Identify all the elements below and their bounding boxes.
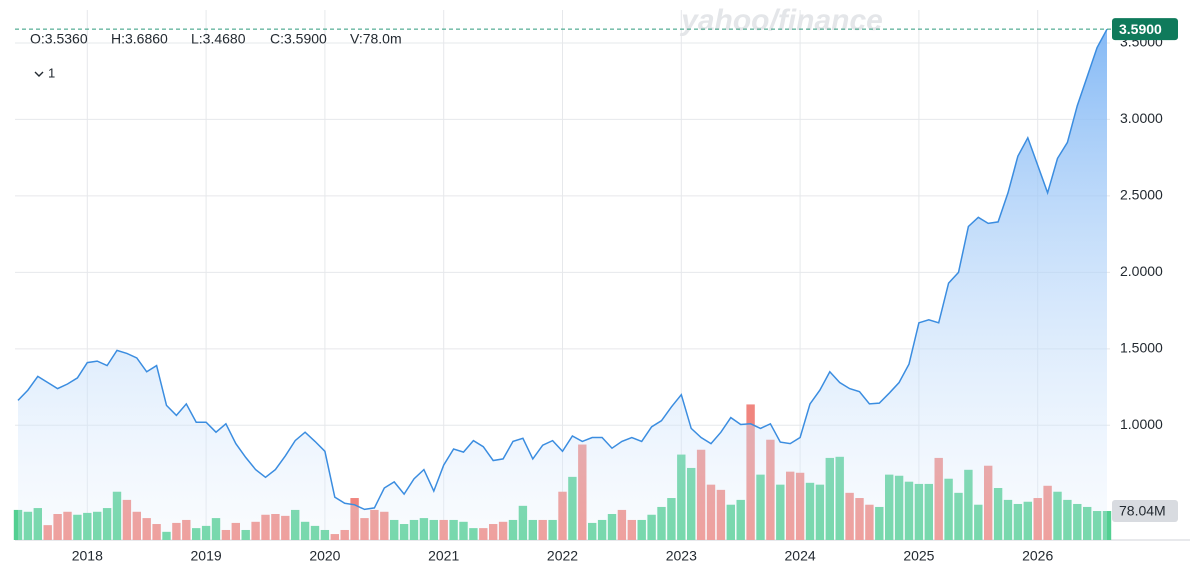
interval[interactable]: 1 — [48, 65, 55, 80]
y-tick-label: 3.0000 — [1120, 110, 1163, 126]
last-price-badge — [1112, 18, 1178, 41]
last-volume-badge — [1112, 500, 1178, 523]
x-tick-label: 2019 — [191, 548, 222, 564]
x-tick-label: 2026 — [1022, 548, 1053, 564]
quote-open: O:3.5360 — [30, 31, 88, 47]
x-tick-label: 2018 — [72, 548, 103, 564]
y-tick-label: 2.0000 — [1120, 263, 1163, 279]
watermark: yahoo/finance — [679, 4, 883, 37]
quote-low: L:3.4680 — [191, 31, 246, 47]
quote-high: H:3.6860 — [111, 31, 168, 47]
price-line — [17, 28, 1108, 511]
interval-chevron[interactable] — [34, 71, 44, 77]
x-tick-label: 2024 — [785, 548, 816, 564]
y-tick-label: 1.0000 — [1120, 416, 1163, 432]
quote-close: C:3.5900 — [270, 31, 327, 47]
quote-volume: V:78.0m — [350, 31, 402, 47]
last-price-label: 3.5900 — [1119, 21, 1162, 37]
last-volume-label: 78.04M — [1119, 503, 1166, 519]
price-area — [18, 29, 1107, 540]
x-tick-label: 2022 — [547, 548, 578, 564]
x-tick-label: 2025 — [903, 548, 934, 564]
x-tick-label: 2023 — [666, 548, 697, 564]
y-tick-label: 1.5000 — [1120, 340, 1163, 356]
x-tick-label: 2020 — [309, 548, 340, 564]
y-tick-label: 2.5000 — [1120, 187, 1163, 203]
x-tick-label: 2021 — [428, 548, 459, 564]
